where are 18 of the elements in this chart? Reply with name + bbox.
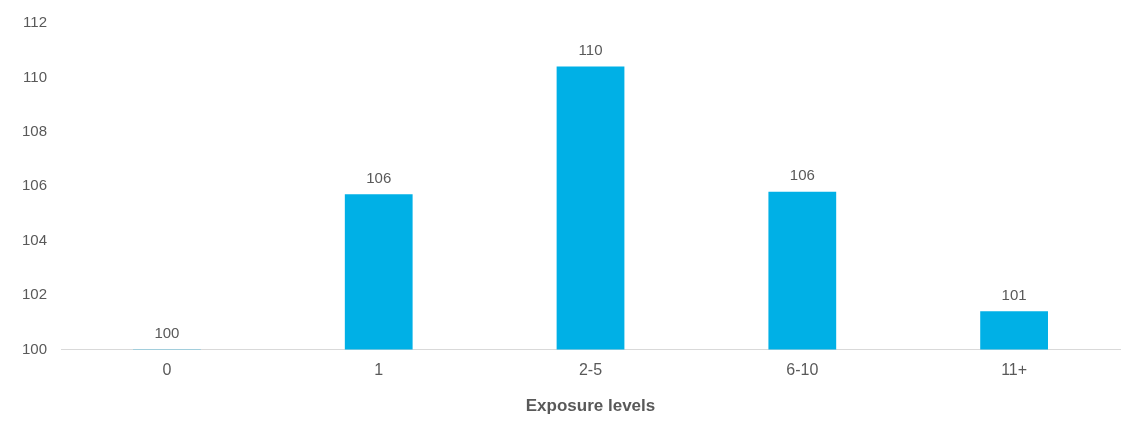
data-label: 100 [154,324,180,342]
x-tick-label: 0 [162,361,172,379]
x-axis-title: Exposure levels [525,396,656,416]
x-tick-label: 2-5 [578,361,603,379]
x-tick-label: 1 [374,361,384,379]
x-tick-label: 6-10 [786,361,819,379]
data-label: 101 [1001,285,1027,303]
x-tick-label: 11+ [1001,361,1028,379]
data-label: 106 [366,169,392,186]
y-tick-label: 110 [23,67,48,85]
y-tick-label: 100 [22,339,48,357]
y-tick-label: 112 [23,13,48,31]
y-tick-label: 104 [22,230,48,248]
y-tick-label: 102 [22,285,48,303]
data-label: 110 [578,41,603,59]
y-tick-label: 106 [22,176,48,194]
y-tick-label: 108 [22,121,48,139]
data-label: 106 [789,166,815,184]
